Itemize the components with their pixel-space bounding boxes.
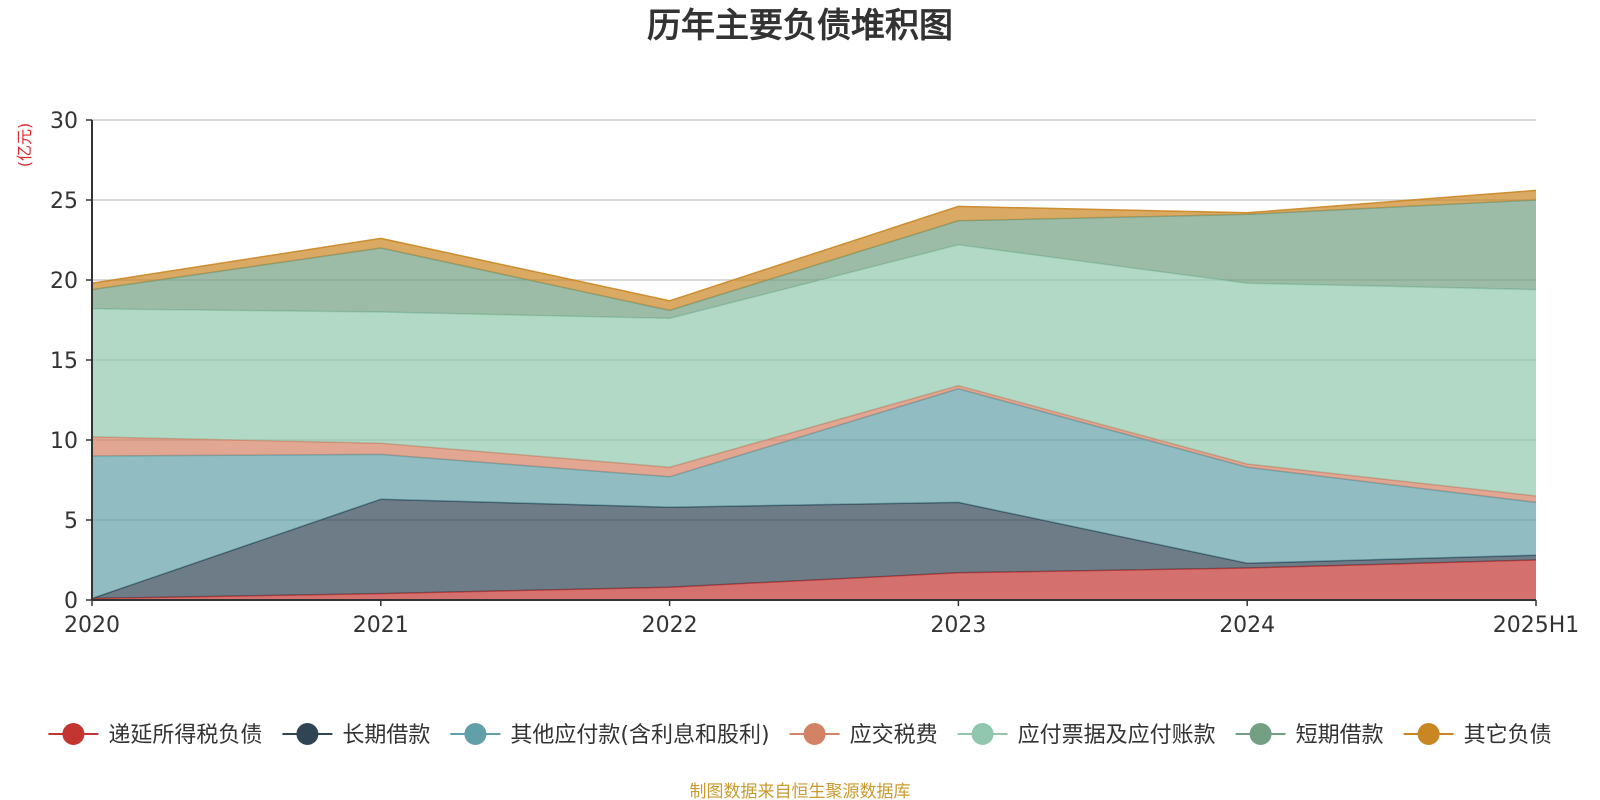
area-series-3 xyxy=(92,388,1536,599)
legend-item-6[interactable]: 短期借款 xyxy=(1235,723,1384,748)
y-tick-label: 15 xyxy=(50,349,78,374)
legend-label: 长期借款 xyxy=(342,723,430,748)
stacked-areas xyxy=(91,189,1537,600)
legend-item-2[interactable]: 长期借款 xyxy=(282,723,430,748)
area-series-5 xyxy=(92,244,1536,496)
x-tick-label: 2024 xyxy=(1219,613,1275,638)
chart-title: 历年主要负债堆积图 xyxy=(647,6,953,46)
legend-item-5[interactable]: 应付票据及应付账款 xyxy=(957,723,1216,748)
area-series-6 xyxy=(92,200,1536,319)
legend-label: 应付票据及应付账款 xyxy=(1018,723,1216,748)
x-tick-label: 2021 xyxy=(353,613,409,638)
data-source-note: 制图数据来自恒生聚源数据库 xyxy=(690,782,911,800)
legend-item-7[interactable]: 其它负债 xyxy=(1403,723,1552,748)
axes: 0 5 10 15 20 25 30 2020 2021 2022 2023 2024 2025H1 xyxy=(50,109,1579,638)
legend-label: 其它负债 xyxy=(1464,723,1552,748)
legend-item-4[interactable]: 应交税费 xyxy=(789,723,938,748)
area-series-2 xyxy=(92,499,1536,599)
legend-marker-icon xyxy=(296,723,319,745)
y-tick-label: 25 xyxy=(50,189,78,214)
legend-label: 短期借款 xyxy=(1296,723,1384,748)
y-tick-label: 20 xyxy=(50,269,78,294)
legend-marker-icon xyxy=(62,723,85,745)
y-tick-label: 30 xyxy=(50,109,78,134)
area-series-7 xyxy=(92,190,1536,311)
legend-label: 应交税费 xyxy=(850,723,938,748)
legend-label: 递延所得税负债 xyxy=(108,723,262,748)
y-tick-label: 10 xyxy=(50,429,78,454)
legend-marker-icon xyxy=(971,723,994,745)
x-tick-label: 2020 xyxy=(64,613,120,638)
x-tick-label: 2023 xyxy=(930,613,986,638)
y-tick-label: 0 xyxy=(64,589,78,614)
legend-item-3[interactable]: 其他应付款(含利息和股利) xyxy=(450,723,770,748)
x-tick-label: 2022 xyxy=(642,613,698,638)
legend[interactable]: 递延所得税负债 长期借款 其他应付款(含利息和股利) 应交税费 应付票据及应付账款 短期借… xyxy=(48,723,1552,748)
series-line-7 xyxy=(91,189,1537,302)
legend-marker-icon xyxy=(1417,723,1440,745)
legend-marker-icon xyxy=(803,723,826,745)
area-series-4 xyxy=(92,385,1536,503)
y-axis-label: (亿元) xyxy=(15,123,34,168)
legend-item-1[interactable]: 递延所得税负债 xyxy=(48,723,262,748)
legend-marker-icon xyxy=(1249,723,1272,745)
x-tick-label: 2025H1 xyxy=(1493,613,1580,638)
legend-marker-icon xyxy=(464,723,487,745)
y-tick-label: 5 xyxy=(64,509,78,534)
legend-label: 其他应付款(含利息和股利) xyxy=(510,723,769,748)
